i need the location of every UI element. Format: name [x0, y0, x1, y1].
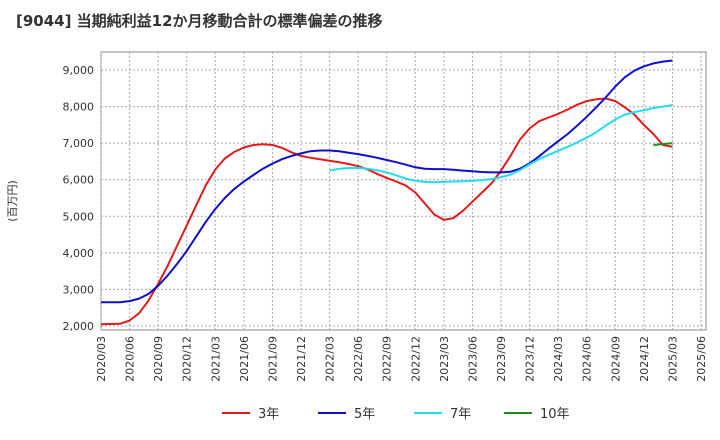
x-tick-label: 2022/09: [381, 336, 394, 382]
y-tick-label: 8,000: [63, 101, 95, 114]
series-line-3年: [100, 97, 673, 326]
x-tick-label: 2024/06: [581, 336, 594, 382]
x-tick-label: 2021/12: [295, 336, 308, 382]
y-tick-label: 4,000: [63, 247, 95, 260]
x-tick-label: 2024/03: [552, 336, 565, 382]
x-tick-label: 2023/03: [438, 336, 451, 382]
y-tick-label: 6,000: [63, 174, 95, 187]
x-tick-label: 2020/12: [181, 336, 194, 382]
legend-label: 3年: [258, 407, 279, 422]
x-tick-label: 2020/09: [152, 336, 165, 382]
x-axis: 2020/03 2020/06 2020/09 2020/12 2021/03 2021/…: [95, 336, 708, 382]
x-tick-label: 2020/03: [95, 336, 108, 382]
series-lines: [100, 59, 673, 326]
legend-label: 10年: [540, 407, 570, 422]
x-tick-label: 2022/06: [352, 336, 365, 382]
x-tick-label: 2023/09: [495, 336, 508, 382]
x-tick-label: 2025/03: [666, 336, 679, 382]
y-axis-label: (百万円): [6, 180, 19, 222]
x-tick-label: 2024/09: [609, 336, 622, 382]
legend-label: 7年: [450, 407, 471, 422]
legend: 3年 5年 7年 10年: [222, 407, 570, 422]
chart-title: [9044] 当期純利益12か月移動合計の標準偏差の推移: [16, 12, 383, 30]
x-tick-label: 2025/06: [695, 336, 708, 382]
y-axis: 2,000 3,000 4,000 5,000 6,000 7,000 8,000 9,000: [63, 64, 95, 333]
series-line-10年: [653, 142, 673, 146]
x-tick-label: 2020/06: [124, 336, 137, 382]
y-tick-label: 5,000: [63, 210, 95, 223]
y-tick-label: 3,000: [63, 283, 95, 296]
legend-label: 5年: [354, 407, 375, 422]
y-tick-label: 2,000: [63, 320, 95, 333]
x-tick-label: 2021/06: [238, 336, 251, 382]
x-tick-label: 2021/09: [266, 336, 279, 382]
x-tick-label: 2022/12: [409, 336, 422, 382]
grid: [100, 52, 706, 330]
y-tick-label: 7,000: [63, 137, 95, 150]
x-tick-label: 2022/03: [324, 336, 337, 382]
series-line-5年: [101, 59, 673, 304]
x-tick-label: 2021/03: [209, 336, 222, 382]
x-tick-label: 2024/12: [638, 336, 651, 382]
x-tick-label: 2023/06: [466, 336, 479, 382]
y-tick-label: 9,000: [63, 64, 95, 77]
series-line-7年: [329, 104, 673, 184]
x-tick-label: 2023/12: [524, 336, 537, 382]
